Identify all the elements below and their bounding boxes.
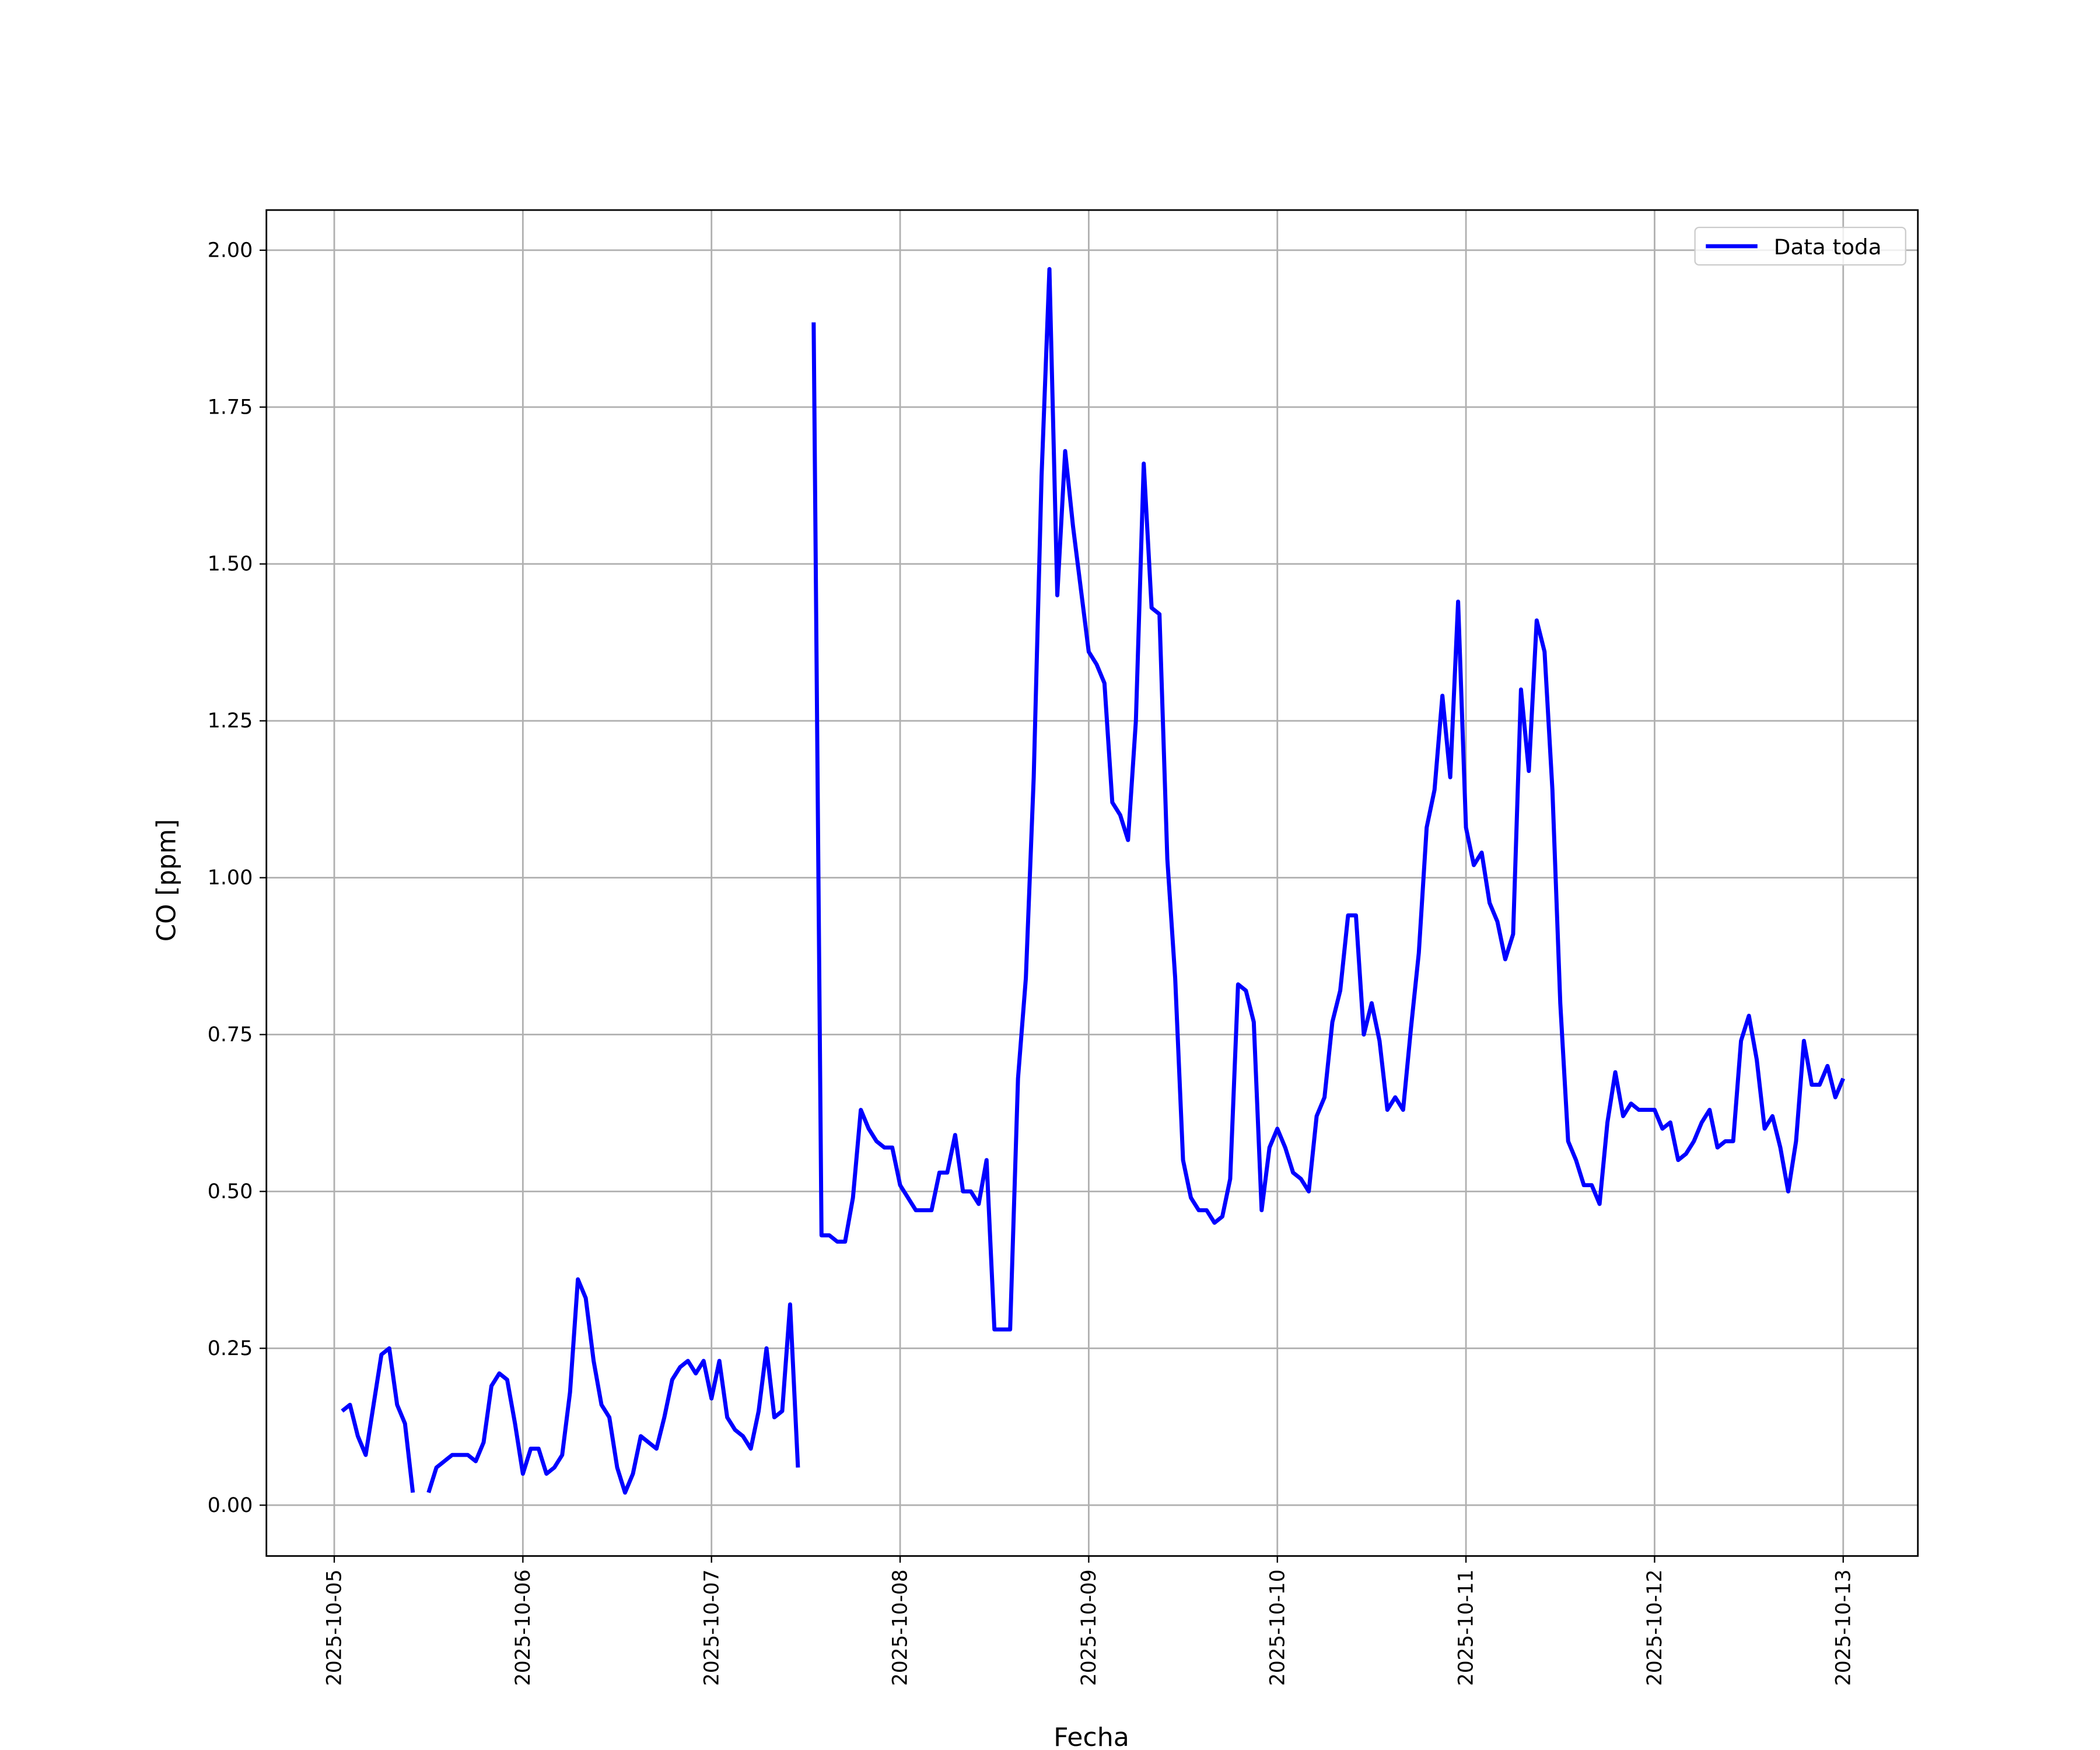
y-tick-label: 1.00 xyxy=(208,866,253,890)
y-tick-label: 1.50 xyxy=(208,552,253,576)
x-tick-label: 2025-10-12 xyxy=(1643,1569,1667,1686)
legend-box xyxy=(1694,226,1906,266)
legend-label: Data toda xyxy=(1774,235,1882,260)
y-tick-label: 1.25 xyxy=(208,709,253,733)
y-tick-label: 2.00 xyxy=(208,239,253,262)
x-tick-label: 2025-10-06 xyxy=(512,1569,535,1686)
x-tick-label: 2025-10-10 xyxy=(1266,1569,1289,1686)
x-tick-label: 2025-10-11 xyxy=(1454,1569,1478,1686)
plot-frame xyxy=(265,209,1919,1557)
x-tick-label: 2025-10-13 xyxy=(1832,1569,1855,1686)
y-tick-label: 0.75 xyxy=(208,1023,253,1046)
y-tick-label: 0.50 xyxy=(208,1180,253,1203)
x-tick-label: 2025-10-07 xyxy=(700,1569,723,1686)
x-tick-label: 2025-10-09 xyxy=(1077,1569,1101,1686)
x-axis-label: Fecha xyxy=(1054,1723,1129,1750)
y-tick-label: 1.75 xyxy=(208,396,253,419)
y-tick-label: 0.25 xyxy=(208,1337,253,1360)
y-axis-label: CO [ppm] xyxy=(152,819,181,942)
data-line xyxy=(341,267,1846,1495)
x-tick-label: 2025-10-05 xyxy=(323,1569,346,1686)
y-tick-label: 0.00 xyxy=(208,1494,253,1517)
x-tick-label: 2025-10-08 xyxy=(888,1569,912,1686)
